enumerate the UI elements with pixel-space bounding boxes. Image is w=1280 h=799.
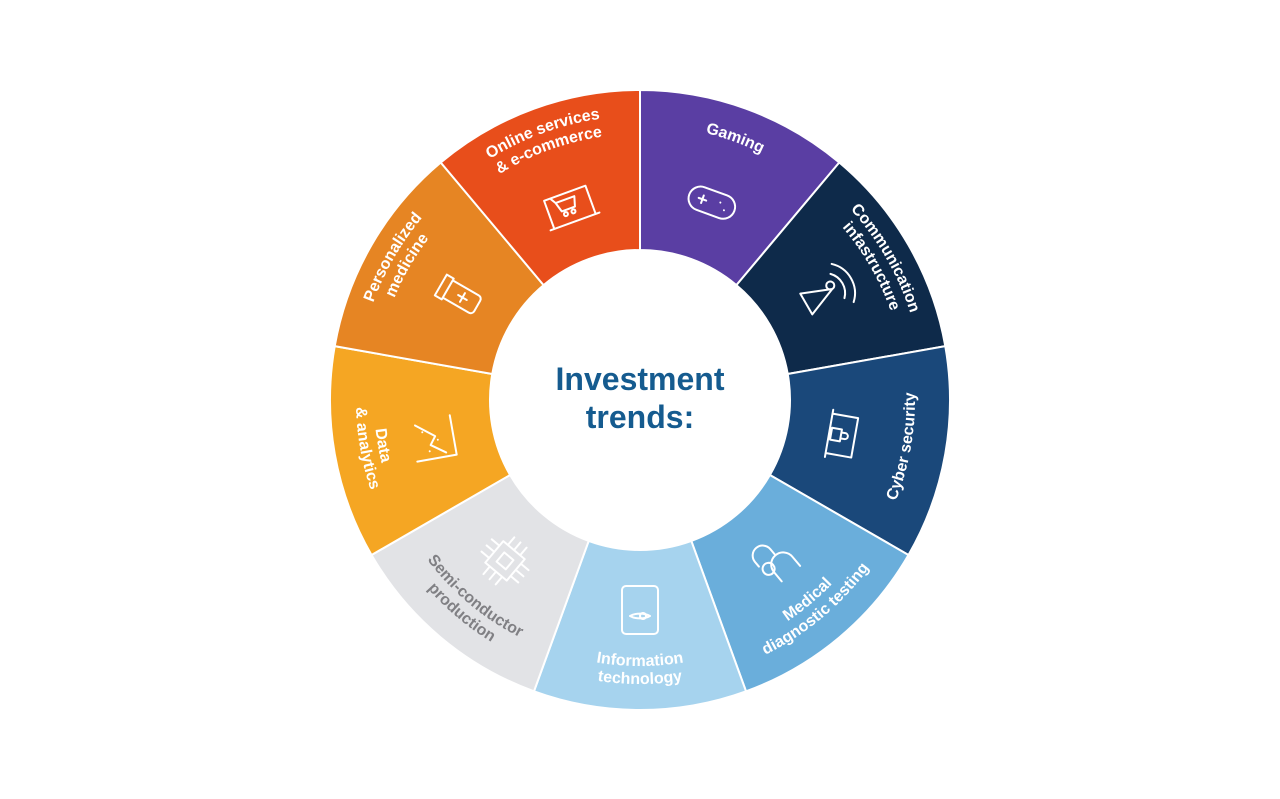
center-title-line2: trends: xyxy=(586,399,694,435)
center-title: Investment trends: xyxy=(556,361,725,435)
investment-trends-donut: GamingCommunicationinfastructureCyber se… xyxy=(0,0,1280,799)
center-title-line1: Investment xyxy=(556,361,725,397)
